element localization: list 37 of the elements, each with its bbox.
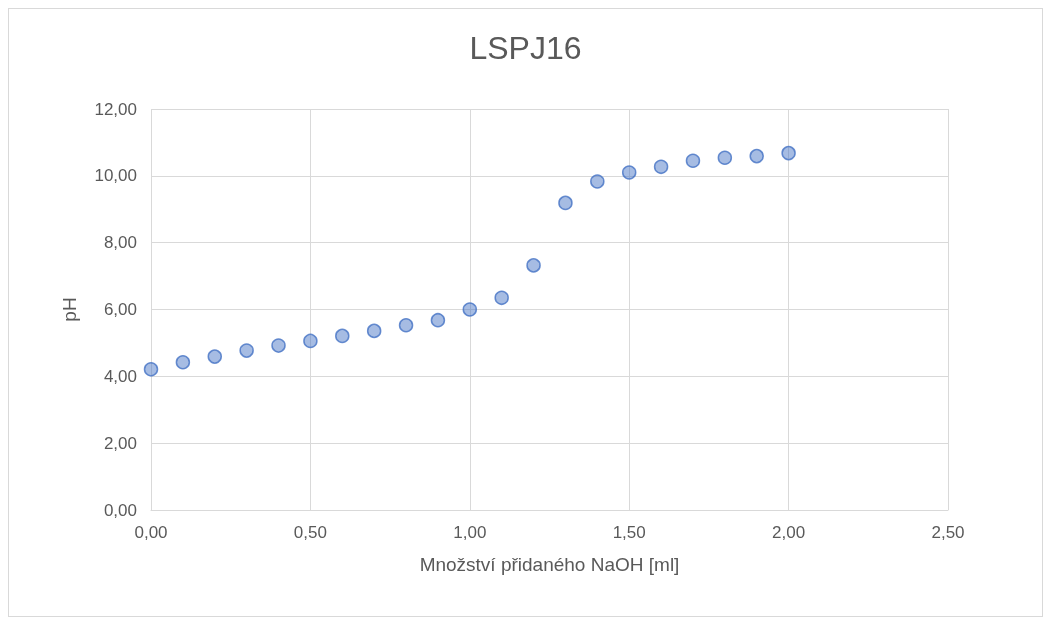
point	[781, 145, 796, 161]
point	[558, 195, 573, 211]
point	[526, 258, 541, 273]
point	[685, 153, 701, 169]
y-tick-label: 12,00	[94, 99, 137, 119]
point	[717, 150, 733, 166]
point	[621, 165, 637, 180]
point	[207, 349, 223, 364]
y-tick-label: 6,00	[103, 300, 137, 319]
chart-title: LSPJ16	[469, 30, 582, 66]
point	[335, 328, 350, 344]
point	[430, 312, 446, 328]
x-tick-label: 0,00	[134, 523, 168, 542]
x-tick-label: 1,00	[453, 523, 487, 542]
point	[239, 343, 254, 358]
point	[143, 362, 159, 377]
y-tick-label: 2,00	[103, 433, 137, 453]
y-tick-label: 8,00	[103, 233, 137, 253]
y-tick-label: 10,00	[94, 166, 137, 186]
point	[462, 302, 478, 317]
point	[271, 338, 286, 353]
y-axis-title: pH	[59, 297, 80, 322]
y-tick-label: 4,00	[103, 366, 137, 386]
x-tick-label: 0,50	[293, 523, 327, 542]
x-tick-label: 2,00	[772, 523, 806, 542]
y-tick-label: 0,00	[103, 500, 137, 520]
point	[366, 323, 382, 339]
x-tick-label: 2,50	[931, 523, 965, 542]
point	[749, 148, 764, 164]
point	[398, 317, 414, 333]
point	[653, 159, 669, 175]
point	[175, 355, 191, 370]
point	[303, 333, 318, 349]
x-axis-title: Množství přidaného NaOH [ml]	[419, 554, 680, 575]
point	[494, 290, 509, 306]
x-tick-label: 1,50	[612, 523, 646, 542]
point	[590, 174, 605, 189]
